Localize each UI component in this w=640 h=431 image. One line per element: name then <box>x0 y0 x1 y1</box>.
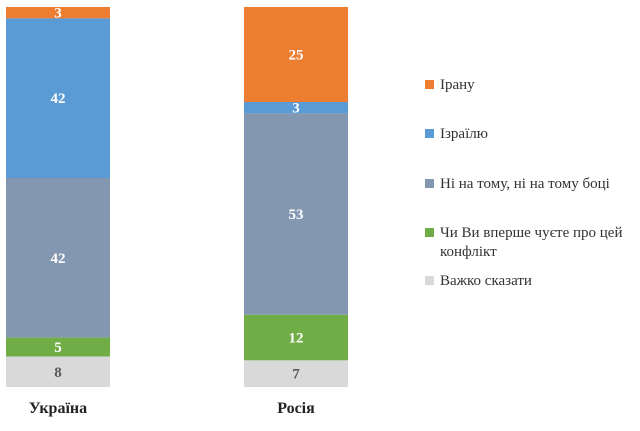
data-label-1-2: 53 <box>289 207 304 223</box>
bar-segment-0-0 <box>6 7 110 19</box>
legend-swatch <box>425 276 434 285</box>
data-label-0-0: 3 <box>54 6 62 22</box>
legend-swatch <box>425 80 434 89</box>
bar-segment-1-2 <box>244 113 348 315</box>
bar-segment-1-3 <box>244 314 348 361</box>
category-label-1: Росія <box>277 400 315 417</box>
legend-swatch <box>425 179 434 188</box>
legend-item-0: Ірану <box>425 76 640 95</box>
bar-segment-0-3 <box>6 337 110 357</box>
legend-label: Ізраїлю <box>440 126 488 142</box>
bar-segment-0-2 <box>6 178 110 338</box>
legend-swatch <box>425 129 434 138</box>
data-label-1-0: 25 <box>289 48 304 64</box>
legend-item-3: Чи Ви вперше чуєте про цей конфлікт <box>425 224 625 262</box>
data-label-0-2: 42 <box>51 251 66 267</box>
data-label-1-4: 7 <box>292 367 300 383</box>
bar-segment-1-0 <box>244 7 348 102</box>
legend-item-4: Важко сказати <box>425 272 640 291</box>
data-label-0-4: 8 <box>54 365 62 381</box>
data-label-1-1: 3 <box>292 101 300 117</box>
data-label-0-3: 5 <box>54 340 62 356</box>
legend-label: Чи Ви вперше чуєте про цей конфлікт <box>440 225 623 260</box>
legend-swatch <box>425 228 434 237</box>
legend-item-2: Ні на тому, ні на тому боці <box>425 175 640 194</box>
bar-segment-0-1 <box>6 18 110 179</box>
bar-segment-1-1 <box>244 102 348 114</box>
bar-segment-0-4 <box>6 356 110 387</box>
legend-item-1: Ізраїлю <box>425 125 640 144</box>
legend-label: Важко сказати <box>440 273 532 289</box>
legend-label: Ні на тому, ні на тому боці <box>440 176 610 192</box>
bar-segment-1-4 <box>244 360 348 387</box>
category-label-0: Україна <box>29 400 87 417</box>
legend-label: Ірану <box>440 77 475 93</box>
data-label-1-3: 12 <box>289 331 304 347</box>
data-label-0-1: 42 <box>51 91 66 107</box>
